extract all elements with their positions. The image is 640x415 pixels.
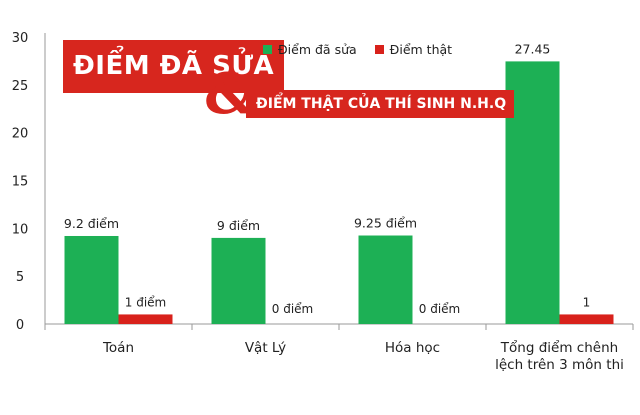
bar-edited <box>505 61 560 325</box>
y-tick-label: 25 <box>12 79 29 94</box>
y-tick-label: 5 <box>16 270 24 285</box>
y-tick-label: 10 <box>12 222 29 237</box>
bar-real <box>118 314 173 324</box>
banner-title-real: ĐIỂM THẬT CỦA THÍ SINH N.H.Q <box>246 90 515 118</box>
y-tick-label: 0 <box>16 318 24 333</box>
x-category-label: Vật Lý <box>245 340 286 356</box>
chart-legend: Điểm đã sửa Điểm thật <box>263 40 470 58</box>
y-tick-label: 20 <box>12 127 29 142</box>
data-label-edited: 9.25 điểm <box>354 216 417 231</box>
data-label-real: 1 <box>583 295 591 309</box>
bar-edited <box>64 235 119 324</box>
legend-item-real: Điểm thật <box>374 41 453 57</box>
x-category-label: Toán <box>102 340 134 356</box>
banner-title-edited: ĐIỂM ĐÃ SỬA <box>63 40 285 93</box>
legend-swatch-edited <box>263 44 272 54</box>
x-category-label: Hóa học <box>385 340 440 356</box>
y-tick-label: 30 <box>12 31 29 46</box>
x-category-label: Tổng điểm chênh <box>500 339 618 356</box>
data-label-real: 0 điểm <box>272 302 313 316</box>
data-label-real: 0 điểm <box>419 302 460 316</box>
data-label-edited: 9 điểm <box>217 218 260 233</box>
legend-item-edited: Điểm đã sửa <box>263 42 357 57</box>
data-label-edited: 9.2 điểm <box>64 216 119 231</box>
data-label-real: 1 điểm <box>125 295 166 309</box>
bar-real <box>559 314 614 324</box>
x-category-label: lệch trên 3 môn thi <box>495 357 624 373</box>
bar-edited <box>358 235 413 324</box>
legend-label-real: Điểm thật <box>389 41 453 57</box>
legend-label-edited: Điểm đã sửa <box>278 41 357 57</box>
bar-edited <box>211 237 266 324</box>
data-label-edited: 27.45 <box>515 41 551 56</box>
legend-swatch-real <box>374 44 384 54</box>
y-tick-label: 15 <box>12 175 29 190</box>
